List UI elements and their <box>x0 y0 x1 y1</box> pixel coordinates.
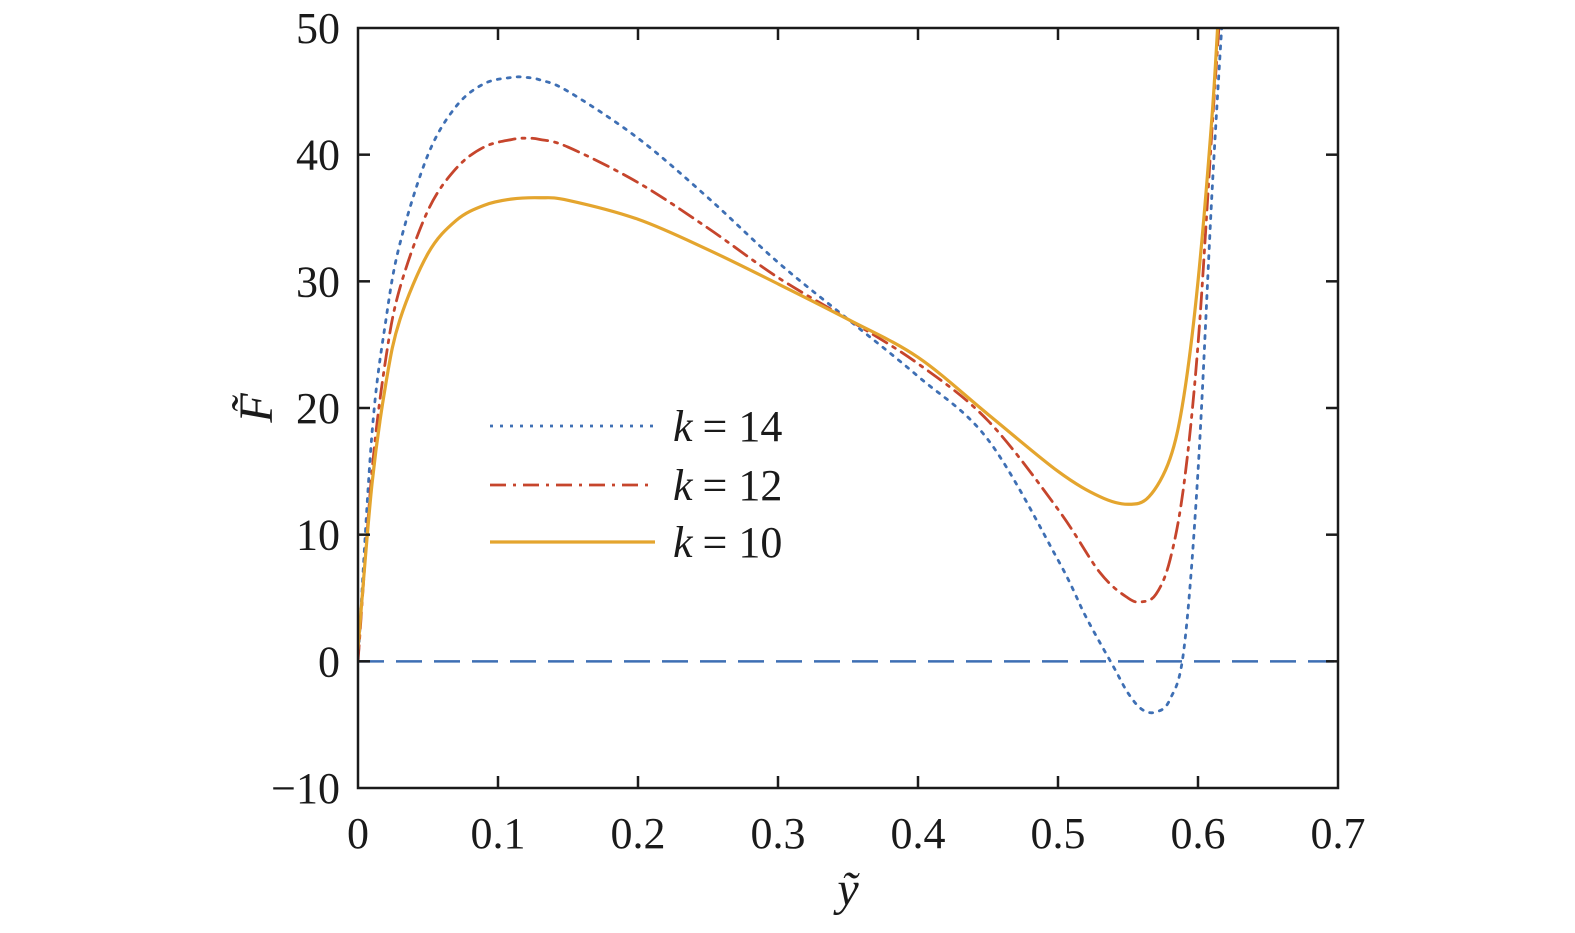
y-tick-label: 30 <box>296 257 340 306</box>
x-tick-label: 0.6 <box>1171 809 1226 858</box>
legend: k = 14k = 12k = 10 <box>490 402 782 567</box>
x-tick-label: 0.4 <box>891 809 946 858</box>
y-tick-label: 0 <box>318 637 340 686</box>
series-line-3 <box>358 28 1220 651</box>
legend-var: k <box>673 461 694 510</box>
legend-label-1: k = 14 <box>673 402 782 451</box>
x-tick-label: 0 <box>347 809 369 858</box>
x-tick-label: 0.7 <box>1311 809 1366 858</box>
series-line-1 <box>358 28 1224 715</box>
legend-label-2: k = 12 <box>673 461 782 510</box>
series-group <box>358 28 1224 715</box>
x-tick-label: 0.1 <box>471 809 526 858</box>
legend-var: k <box>673 518 694 567</box>
y-tick-label: 10 <box>296 511 340 560</box>
y-tick-label: 40 <box>296 131 340 180</box>
x-axis-title: ỹ <box>832 863 860 916</box>
y-tick-label: −10 <box>271 764 340 813</box>
x-tick-label: 0.5 <box>1031 809 1086 858</box>
x-tick-label: 0.2 <box>611 809 666 858</box>
legend-value: = 14 <box>703 402 783 451</box>
legend-value: = 10 <box>703 518 783 567</box>
legend-label-3: k = 10 <box>673 518 782 567</box>
legend-value: = 12 <box>703 461 783 510</box>
series-line-2 <box>358 28 1221 663</box>
y-tick-label: 50 <box>296 4 340 53</box>
x-tick-label: 0.3 <box>751 809 806 858</box>
y-axis: −10 0 10 20 30 40 50 <box>271 4 1338 813</box>
y-tick-label: 20 <box>296 384 340 433</box>
x-axis: 0 0.1 0.2 0.3 0.4 0.5 0.6 0.7 <box>347 28 1366 858</box>
legend-var: k <box>673 402 694 451</box>
y-axis-title: F̃ <box>230 393 283 424</box>
